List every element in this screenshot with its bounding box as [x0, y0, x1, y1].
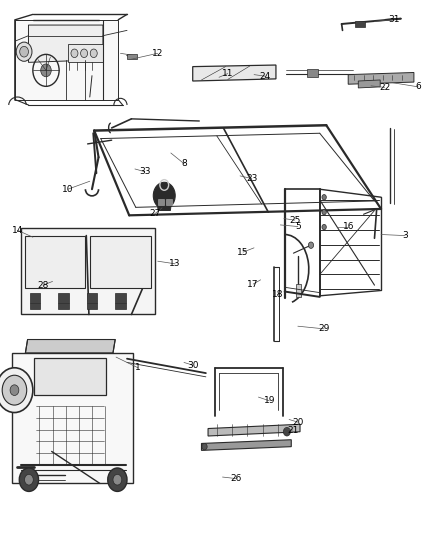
Text: 10: 10 — [62, 185, 74, 193]
Bar — [355, 21, 365, 27]
Text: 29: 29 — [318, 325, 330, 333]
Text: 30: 30 — [187, 361, 198, 369]
Bar — [68, 44, 103, 62]
Bar — [307, 69, 318, 77]
Text: 24: 24 — [260, 72, 271, 80]
Polygon shape — [12, 353, 133, 483]
Polygon shape — [15, 20, 118, 100]
Circle shape — [322, 224, 326, 230]
Circle shape — [81, 49, 88, 58]
Polygon shape — [34, 358, 106, 395]
Text: 14: 14 — [12, 226, 23, 235]
Circle shape — [41, 64, 51, 77]
Text: 19: 19 — [264, 397, 275, 405]
Circle shape — [71, 49, 78, 58]
Circle shape — [113, 474, 122, 485]
Text: 26: 26 — [231, 474, 242, 483]
Bar — [296, 284, 301, 297]
Text: 3: 3 — [402, 231, 408, 240]
Circle shape — [153, 182, 175, 209]
Bar — [158, 199, 164, 205]
Polygon shape — [21, 228, 155, 314]
Text: 11: 11 — [222, 69, 233, 78]
Polygon shape — [25, 236, 85, 288]
Circle shape — [202, 443, 207, 450]
Circle shape — [10, 385, 19, 395]
Bar — [30, 293, 40, 309]
Text: 6: 6 — [415, 83, 421, 91]
Text: 28: 28 — [37, 281, 49, 289]
Polygon shape — [90, 236, 151, 288]
Circle shape — [308, 242, 314, 248]
Bar — [87, 293, 97, 309]
Circle shape — [322, 209, 326, 215]
Text: 13: 13 — [170, 260, 181, 268]
Text: 27: 27 — [150, 209, 161, 217]
Text: 22: 22 — [379, 83, 390, 92]
Text: 15: 15 — [237, 248, 249, 256]
Text: 21: 21 — [287, 426, 298, 434]
Polygon shape — [201, 440, 291, 450]
Polygon shape — [193, 65, 276, 81]
Bar — [115, 293, 126, 309]
Circle shape — [322, 195, 326, 200]
Text: 1: 1 — [135, 364, 141, 372]
Text: 16: 16 — [343, 222, 354, 231]
Text: 5: 5 — [295, 222, 301, 231]
Circle shape — [20, 46, 28, 57]
Circle shape — [108, 468, 127, 491]
Polygon shape — [348, 72, 414, 84]
Polygon shape — [25, 340, 115, 353]
Text: 18: 18 — [272, 290, 283, 299]
Polygon shape — [208, 424, 300, 436]
Text: 33: 33 — [139, 167, 150, 176]
Circle shape — [2, 375, 27, 405]
Polygon shape — [156, 197, 172, 211]
Text: 17: 17 — [247, 280, 259, 288]
Bar — [166, 199, 172, 205]
Text: 20: 20 — [292, 418, 304, 426]
Text: 25: 25 — [289, 216, 300, 224]
Text: 8: 8 — [181, 159, 187, 168]
Circle shape — [90, 49, 97, 58]
Polygon shape — [28, 25, 103, 62]
Text: 23: 23 — [246, 174, 258, 183]
Circle shape — [283, 427, 290, 436]
Text: 31: 31 — [389, 15, 400, 24]
Polygon shape — [358, 80, 380, 88]
Circle shape — [19, 468, 39, 491]
Circle shape — [25, 474, 33, 485]
Bar — [58, 293, 69, 309]
Circle shape — [0, 368, 33, 413]
Text: 12: 12 — [152, 49, 163, 58]
Circle shape — [16, 42, 32, 61]
Bar — [127, 54, 137, 59]
